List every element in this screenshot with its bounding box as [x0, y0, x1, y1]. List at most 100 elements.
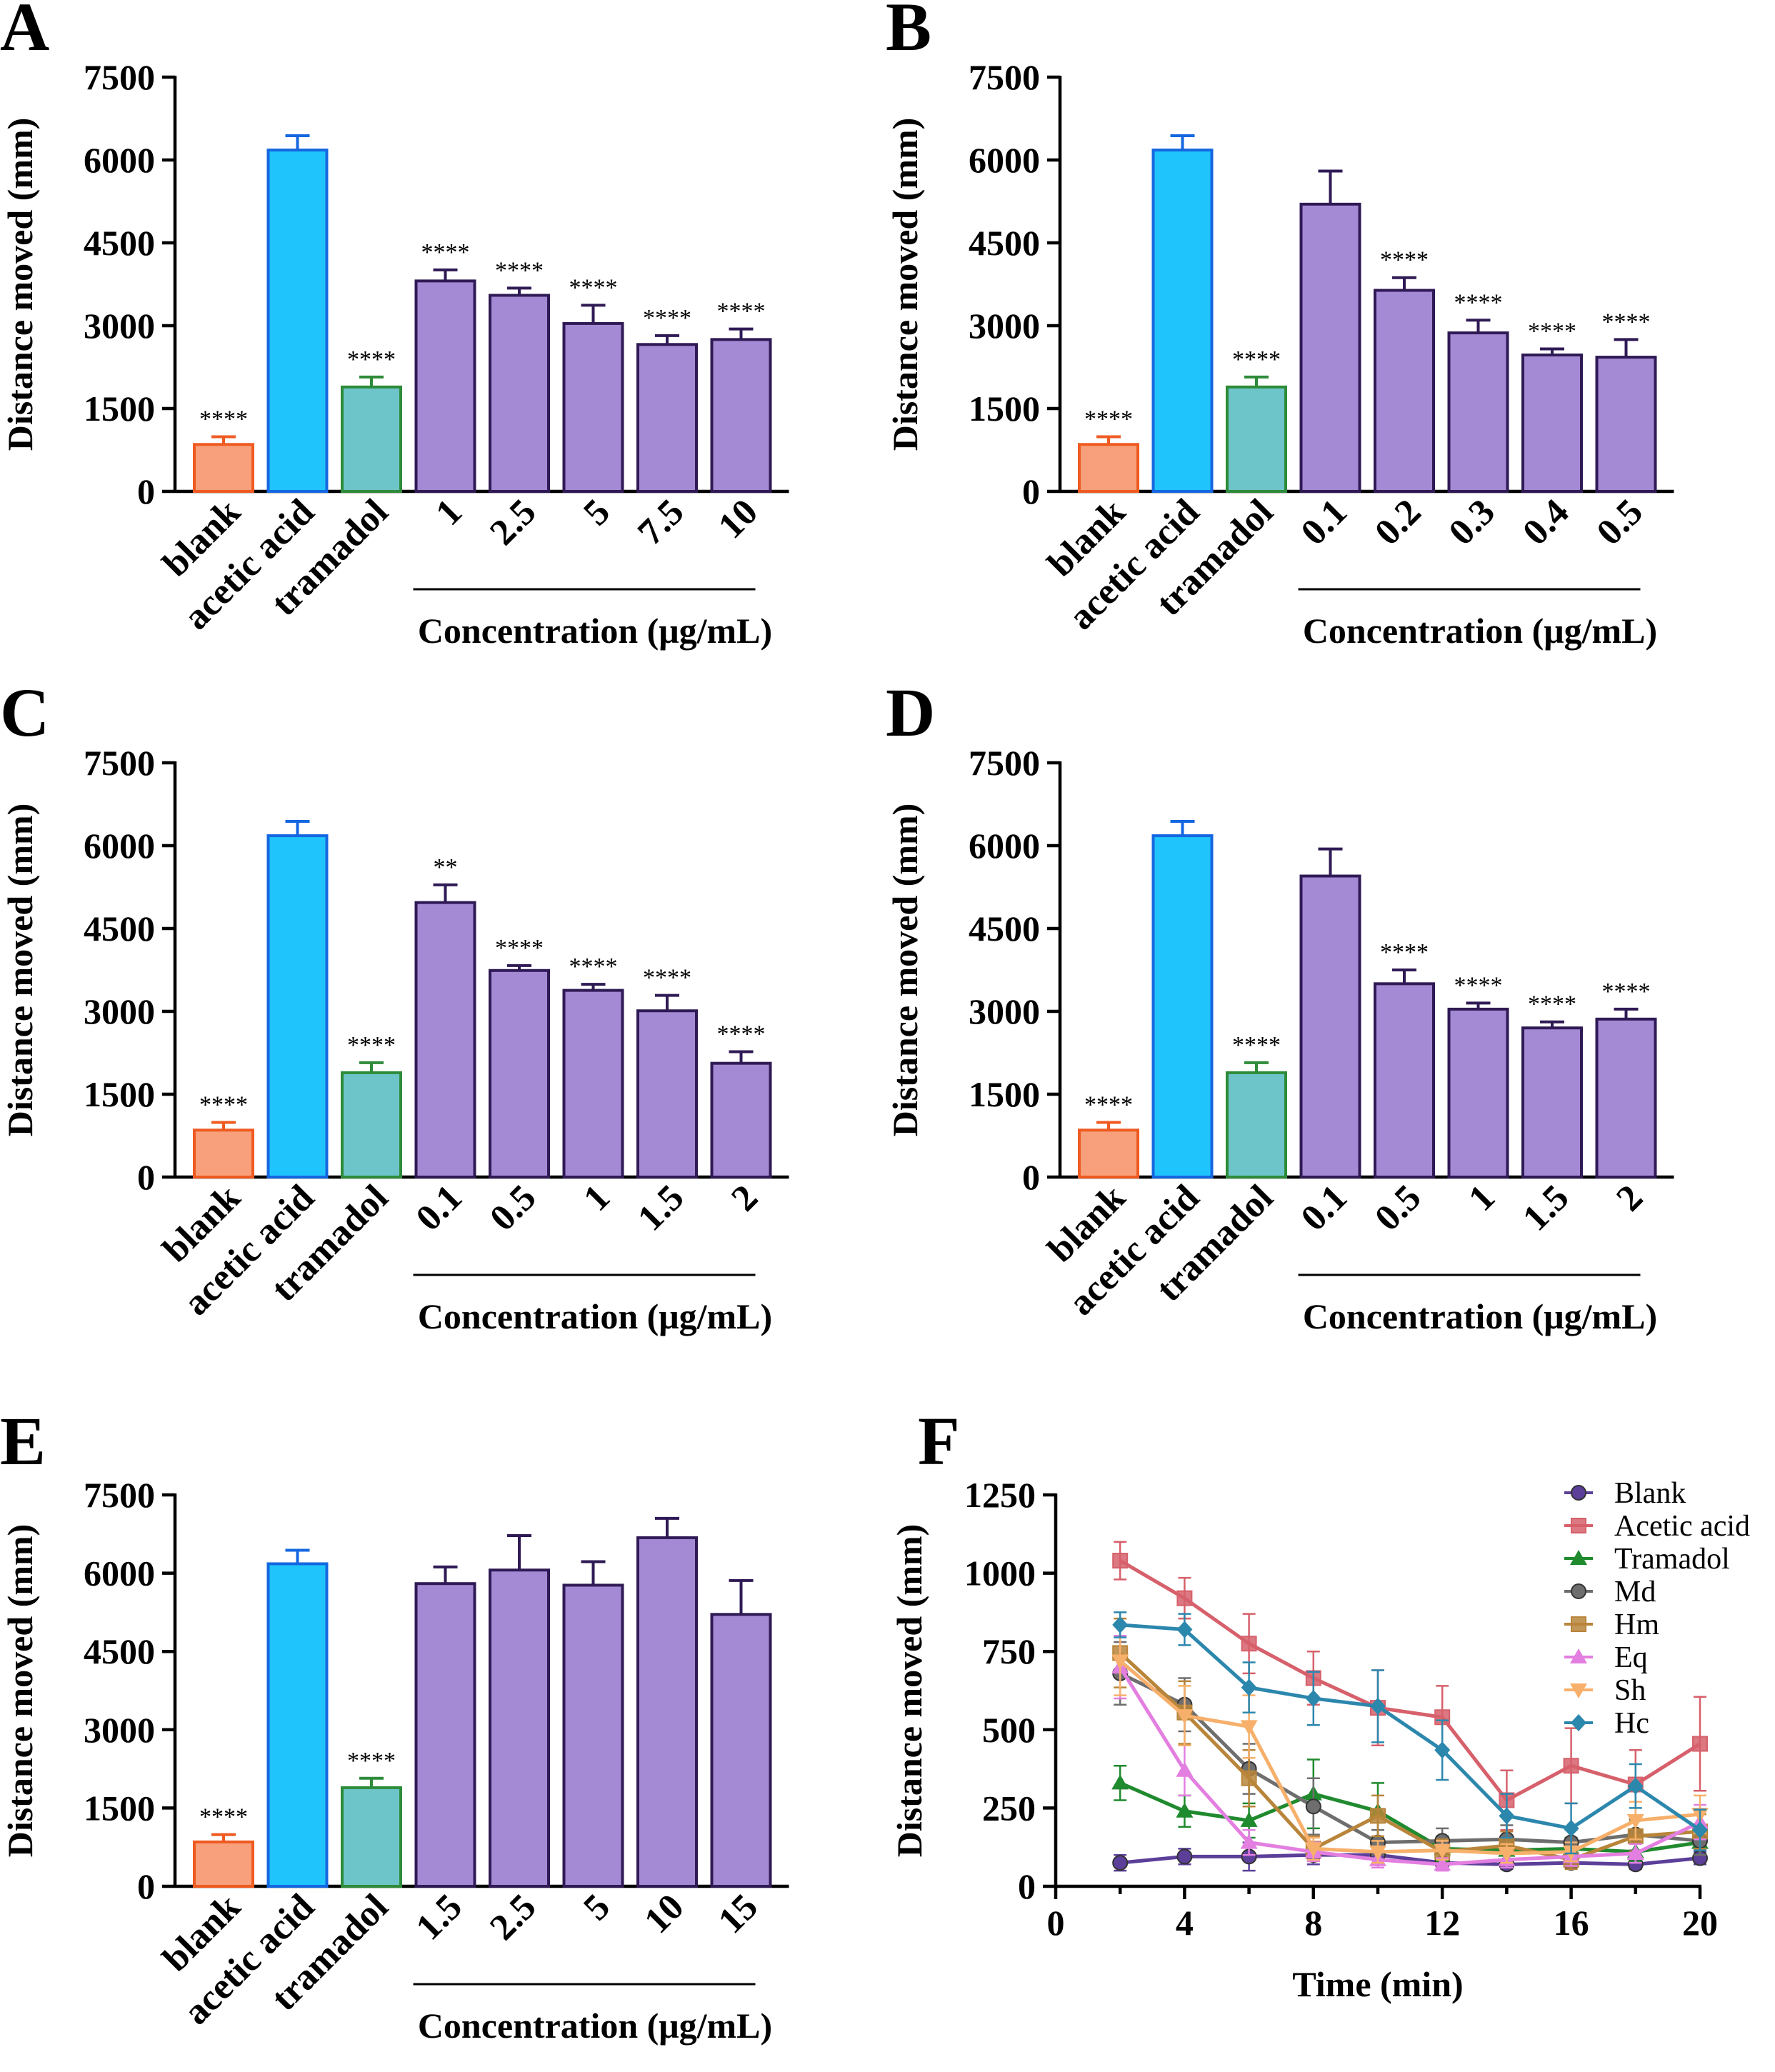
- significance-label: ****: [643, 305, 691, 331]
- significance-label: ****: [569, 274, 618, 301]
- x-category-label: 5: [576, 491, 618, 534]
- bar-acetic-acid: [266, 1562, 329, 1888]
- x-tick-label: 4: [1176, 1903, 1194, 1943]
- panel-d: D 0 1500 3000 4500 6000 7500 Distance moved (mm…: [885, 674, 1674, 1336]
- y-tick-label: 750: [982, 1631, 1036, 1671]
- x-category-label: 0.5: [1367, 1177, 1429, 1238]
- data-point: [1434, 1856, 1451, 1871]
- data-point: [1498, 1846, 1516, 1862]
- bar-acetic-acid: [266, 834, 329, 1178]
- y-tick-label: 4500: [969, 909, 1040, 949]
- y-tick-label: 4500: [969, 223, 1040, 263]
- x-category-label: 1: [576, 1177, 618, 1219]
- y-tick-label: 6000: [84, 140, 155, 180]
- data-point: [1112, 1553, 1129, 1569]
- series-line: [1119, 1558, 1701, 1803]
- data-point: [1369, 1845, 1386, 1861]
- x-category-label: 1: [428, 491, 470, 534]
- x-tick-label: 8: [1304, 1903, 1322, 1943]
- data-point: [1692, 1821, 1708, 1839]
- bar-1: [414, 279, 476, 493]
- series-line: [1119, 1666, 1701, 1866]
- data-point: [1240, 1833, 1258, 1849]
- legend-marker: [1571, 1518, 1586, 1533]
- bar-1: [562, 989, 624, 1178]
- data-point: [1176, 1709, 1194, 1725]
- x-category-label: 1.5: [409, 1886, 470, 1948]
- series-line: [1119, 1659, 1701, 1856]
- bar-0-5: [1595, 356, 1657, 493]
- legend-label: Hm: [1614, 1608, 1659, 1641]
- x-category-label: 1.5: [1515, 1177, 1576, 1238]
- bar-acetic-acid: [1151, 149, 1214, 494]
- x-category-label: 0.1: [1294, 491, 1355, 553]
- x-tick-label: 12: [1424, 1903, 1460, 1943]
- x-axis-label: Concentration (μg/mL): [418, 2006, 772, 2046]
- x-category-label: 0.3: [1441, 491, 1503, 553]
- legend-marker: [1571, 1485, 1586, 1501]
- x-category-label: 0.5: [482, 1177, 544, 1238]
- significance-label: ****: [347, 346, 396, 373]
- data-point: [1305, 1798, 1321, 1815]
- significance-label: ****: [495, 935, 544, 961]
- bar-1: [1447, 1007, 1509, 1178]
- y-tick-label: 1500: [969, 389, 1040, 429]
- data-point: [1434, 1741, 1451, 1759]
- x-axis-label: Time (min): [1292, 1964, 1463, 2004]
- data-point: [1499, 1807, 1515, 1825]
- y-tick-label: 0: [1022, 471, 1040, 511]
- legend-marker: [1570, 1648, 1587, 1663]
- significance-label: ****: [199, 406, 248, 432]
- data-point: [1111, 1654, 1129, 1670]
- legend-label: Eq: [1614, 1641, 1648, 1674]
- data-point: [1370, 1697, 1386, 1715]
- y-tick-label: 7500: [84, 743, 155, 783]
- significance-label: ****: [347, 1748, 396, 1774]
- bar-0-2: [1374, 289, 1435, 493]
- y-tick-label: 1500: [84, 1788, 155, 1828]
- bar-0-1: [414, 901, 476, 1178]
- x-category-label: 2: [724, 1177, 766, 1219]
- series-line: [1119, 1671, 1701, 1845]
- data-point: [1176, 1621, 1193, 1638]
- y-tick-label: 0: [1022, 1157, 1040, 1197]
- x-axis-label: Concentration (μg/mL): [1303, 1296, 1657, 1336]
- x-category-label: 10: [711, 491, 766, 546]
- data-point: [1626, 1844, 1644, 1860]
- y-tick-label: 1250: [964, 1475, 1036, 1515]
- legend-label: Hc: [1614, 1707, 1649, 1740]
- bar-blank: [193, 443, 254, 493]
- x-tick-label: 16: [1554, 1903, 1589, 1943]
- y-tick-label: 6000: [84, 1553, 155, 1593]
- series-blank: [1112, 1841, 1708, 1873]
- legend-marker: [1570, 1683, 1587, 1698]
- data-point: [1563, 1758, 1579, 1774]
- y-tick-label: 3000: [969, 306, 1040, 346]
- bar-15: [710, 1613, 772, 1888]
- bar-5: [562, 1583, 624, 1888]
- bar-blank: [1078, 443, 1139, 493]
- legend-marker: [1571, 1714, 1586, 1731]
- data-point: [1305, 1689, 1321, 1707]
- data-point: [1241, 1636, 1257, 1652]
- significance-label: ****: [643, 965, 691, 991]
- significance-label: ****: [199, 1804, 248, 1831]
- data-point: [1176, 1848, 1193, 1865]
- data-point: [1240, 1811, 1258, 1827]
- panel-b: B 0 1500 3000 4500 6000 7500 Distance moved (mm…: [885, 0, 1674, 651]
- bar-tramadol: [341, 1071, 402, 1178]
- data-point: [1241, 1678, 1257, 1696]
- y-tick-label: 1000: [964, 1553, 1036, 1593]
- series-line: [1119, 1781, 1701, 1854]
- x-category-label: 1.5: [630, 1177, 691, 1238]
- y-tick-label: 4500: [84, 223, 155, 263]
- data-point: [1241, 1770, 1257, 1786]
- series-sh: [1111, 1625, 1709, 1864]
- y-tick-label: 7500: [969, 57, 1040, 97]
- significance-label: ****: [717, 1021, 766, 1047]
- significance-label: ****: [199, 1091, 248, 1118]
- data-point: [1240, 1720, 1258, 1736]
- bar-blank: [193, 1128, 254, 1179]
- significance-label: ****: [1454, 972, 1503, 999]
